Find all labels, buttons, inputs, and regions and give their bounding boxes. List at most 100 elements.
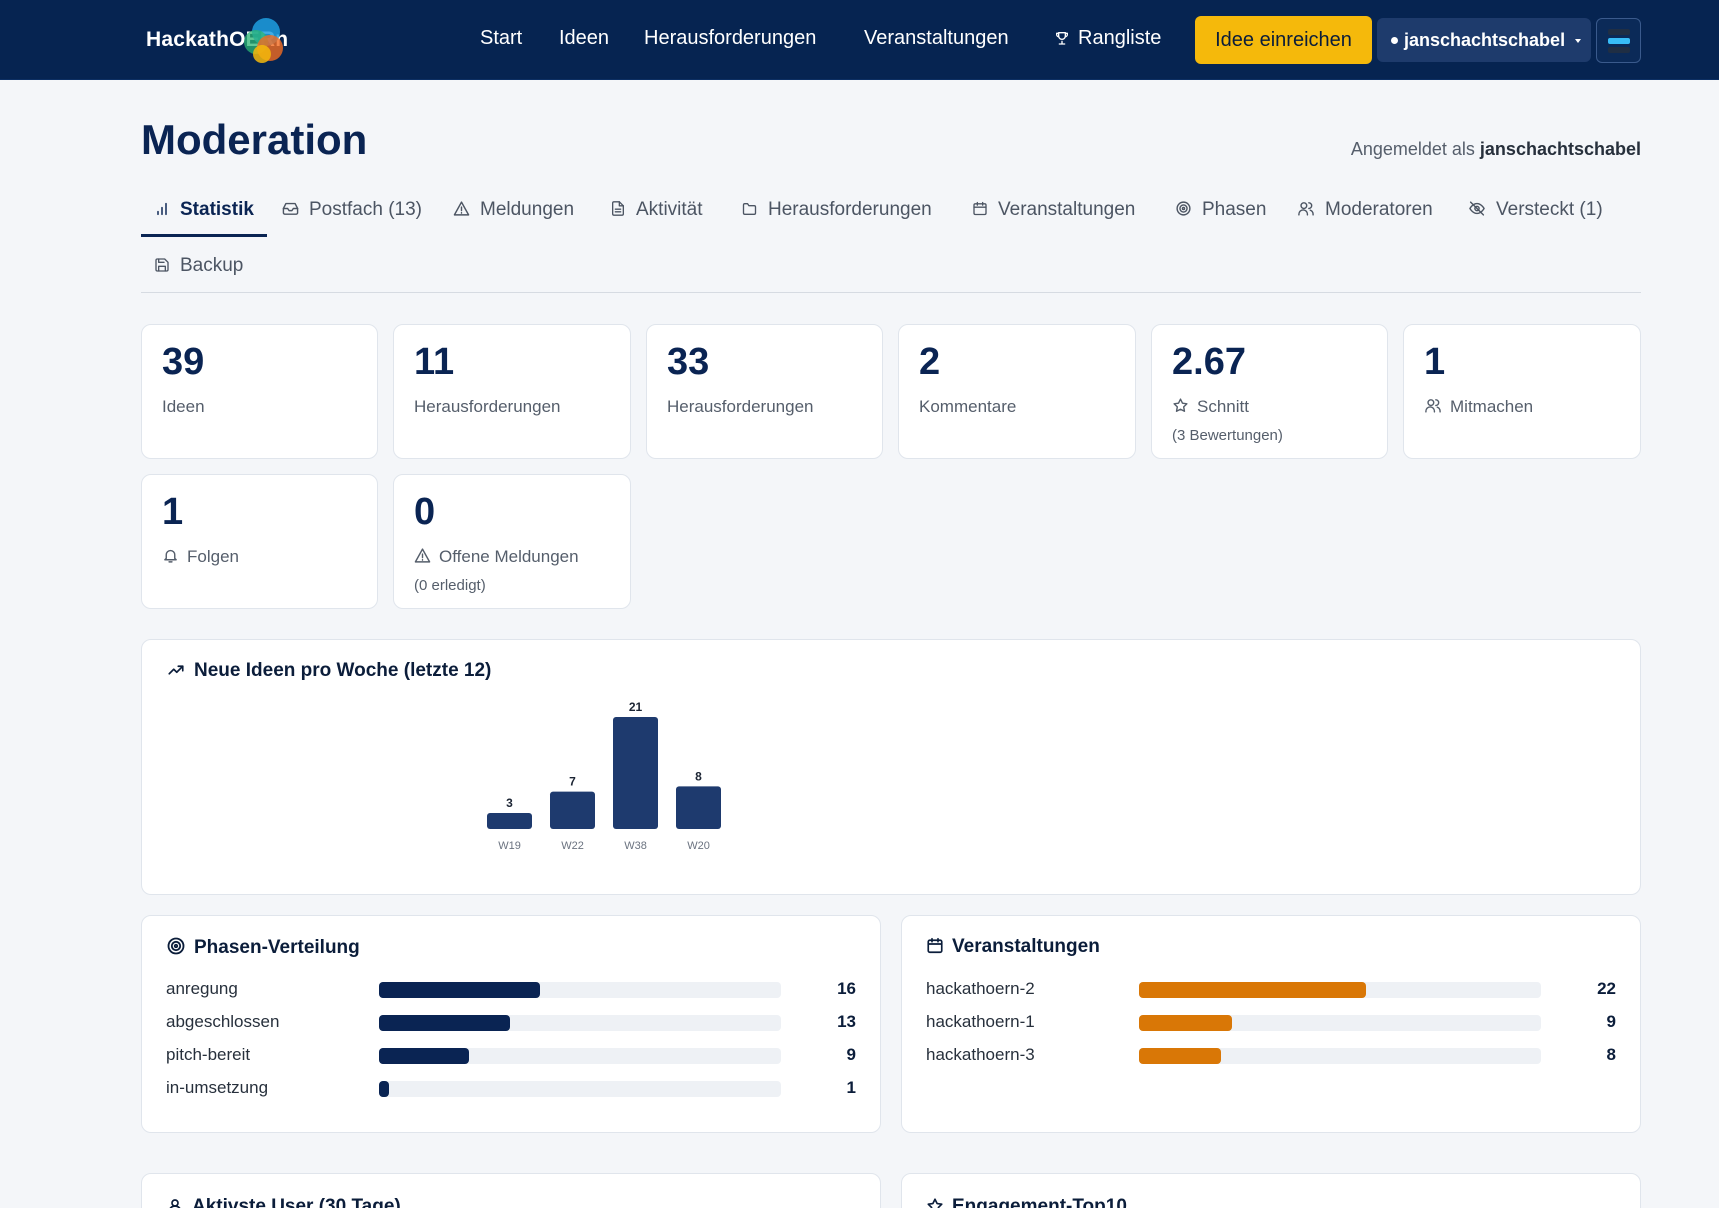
nav-ideen[interactable]: Ideen bbox=[559, 27, 610, 49]
phase-row-bar-track bbox=[379, 1081, 781, 1097]
bell-icon bbox=[164, 549, 177, 563]
active-users-title: Aktivste User (30 Tage) bbox=[166, 1196, 401, 1208]
events-distribution-card: Veranstaltungen hackathoern-2 22 hackathoe… bbox=[901, 915, 1641, 1133]
weekly-ideas-card: Neue Ideen pro Woche (letzte 12) 3 W19 7 W2… bbox=[141, 639, 1641, 895]
stat-value: 1 bbox=[1424, 341, 1446, 383]
chart-bar bbox=[676, 786, 721, 829]
stat-label: Mitmachen bbox=[1424, 397, 1533, 417]
chart-category-label: W38 bbox=[624, 840, 647, 852]
tab-moderatoren[interactable]: Moderatoren bbox=[1297, 199, 1433, 221]
theme-toggle-button[interactable] bbox=[1596, 18, 1641, 63]
stat-label: Herausforderungen bbox=[667, 397, 814, 416]
stat-card-schnitt: 2.67 Schnitt (3 Bewertungen) bbox=[1151, 324, 1388, 459]
stat-label: Ideen bbox=[162, 397, 205, 416]
trophy-icon bbox=[1056, 31, 1068, 45]
tab-meldungen[interactable]: Meldungen bbox=[453, 199, 574, 221]
warning-icon bbox=[453, 201, 470, 216]
tab-herausforderungen[interactable]: Herausforderungen bbox=[741, 199, 932, 221]
event-row-count: 8 bbox=[1606, 1045, 1616, 1064]
phase-row-count: 1 bbox=[846, 1078, 856, 1097]
stat-value: 2 bbox=[919, 341, 941, 383]
stat-card-herausforderungen-1: 11 Herausforderungen bbox=[393, 324, 631, 459]
event-row-bar-track bbox=[1139, 982, 1541, 998]
nav-start[interactable]: Start bbox=[480, 27, 523, 49]
stat-value: 33 bbox=[667, 341, 710, 383]
inbox-icon bbox=[282, 202, 299, 215]
star-icon bbox=[927, 1198, 943, 1208]
phases-title-text: Phasen-Verteilung bbox=[194, 937, 360, 958]
tab-backup[interactable]: Backup bbox=[154, 255, 243, 277]
chart-value-label: 21 bbox=[629, 700, 643, 714]
tab-phasen[interactable]: Phasen bbox=[1175, 199, 1266, 221]
active-users-card: Aktivste User (30 Tage) bbox=[141, 1173, 881, 1208]
stat-label-text: Schnitt bbox=[1197, 397, 1249, 416]
stat-card-kommentare: 2 Kommentare bbox=[898, 324, 1136, 459]
calendar-icon bbox=[973, 201, 987, 216]
phase-row-label: abgeschlossen bbox=[166, 1012, 280, 1031]
stat-label: Folgen bbox=[162, 547, 239, 567]
event-row-bar-track bbox=[1139, 1048, 1541, 1064]
tab-versteckt[interactable]: Versteckt (1) bbox=[1468, 199, 1603, 221]
tab-herausforderungen-label: Herausforderungen bbox=[768, 199, 932, 220]
tab-veranstaltungen[interactable]: Veranstaltungen bbox=[972, 199, 1135, 221]
online-dot-icon bbox=[1391, 37, 1398, 44]
tab-moderatoren-label: Moderatoren bbox=[1325, 199, 1433, 220]
tab-postfach[interactable]: Postfach (13) bbox=[282, 199, 422, 221]
phase-row-bar-track bbox=[379, 1048, 781, 1064]
chart-category-label: W20 bbox=[687, 840, 710, 852]
bar-chart-icon bbox=[157, 202, 167, 216]
event-row-label: hackathoern-3 bbox=[926, 1045, 1035, 1064]
logo-blob-icon bbox=[244, 18, 283, 63]
warning-icon bbox=[414, 548, 431, 563]
stat-sub: (3 Bewertungen) bbox=[1172, 427, 1283, 444]
tab-postfach-label: Postfach (13) bbox=[309, 199, 422, 220]
stat-value: 2.67 bbox=[1172, 341, 1246, 383]
stat-value: 39 bbox=[162, 341, 205, 383]
event-row-count: 22 bbox=[1597, 979, 1616, 998]
event-row-label: hackathoern-2 bbox=[926, 979, 1035, 998]
theme-stripe-mid bbox=[1608, 38, 1630, 44]
phase-row-count: 16 bbox=[837, 979, 856, 998]
phase-row-label: in-umsetzung bbox=[166, 1078, 269, 1097]
nav-veranstaltungen[interactable]: Veranstaltungen bbox=[864, 27, 1009, 49]
phase-row-bar-track bbox=[379, 1015, 781, 1031]
phase-row-bar-fill bbox=[379, 1015, 510, 1031]
trending-up-icon bbox=[168, 665, 184, 675]
submit-idea-button[interactable]: Idee einreichen bbox=[1195, 16, 1372, 64]
stat-value: 0 bbox=[414, 491, 436, 533]
hackathoern-logo[interactable]: HackathOERn bbox=[146, 14, 296, 66]
stat-card-ideen: 39 Ideen bbox=[141, 324, 378, 459]
chart-category-label: W19 bbox=[498, 840, 521, 852]
eye-off-icon bbox=[1469, 201, 1485, 216]
stat-card-offene-meldungen: 0 Offene Meldungen (0 erledigt) bbox=[393, 474, 631, 609]
nav-herausforderungen[interactable]: Herausforderungen bbox=[644, 27, 817, 49]
nav-rangliste[interactable]: Rangliste bbox=[1054, 27, 1161, 50]
users-icon bbox=[1425, 399, 1441, 413]
stat-value: 1 bbox=[162, 491, 184, 533]
theme-stripe-top bbox=[1608, 29, 1630, 35]
tab-aktivitaet[interactable]: Aktivität bbox=[610, 199, 703, 221]
phase-row-count: 13 bbox=[837, 1012, 856, 1031]
active-users-title-text: Aktivste User (30 Tage) bbox=[192, 1196, 401, 1208]
stat-card-mitmachen: 1 Mitmachen bbox=[1403, 324, 1641, 459]
chart-value-label: 7 bbox=[569, 775, 576, 789]
event-row-bar-fill bbox=[1139, 982, 1366, 998]
user-menu-button[interactable]: janschachtschabel bbox=[1377, 18, 1591, 62]
user-name: janschachtschabel bbox=[1404, 30, 1566, 50]
target-icon bbox=[1176, 201, 1191, 216]
phase-row-bar-fill bbox=[379, 1081, 390, 1097]
chart-bar bbox=[550, 791, 595, 829]
phases-title: Phasen-Verteilung bbox=[166, 936, 360, 959]
user-icon bbox=[169, 1199, 181, 1208]
stat-label: Offene Meldungen bbox=[414, 547, 579, 567]
phases-distribution-card: Phasen-Verteilung anregung 16 abgeschlosse… bbox=[141, 915, 881, 1133]
document-icon bbox=[612, 201, 624, 216]
tab-statistik-label: Statistik bbox=[180, 199, 254, 220]
tab-aktivitaet-label: Aktivität bbox=[636, 199, 703, 220]
stat-label: Herausforderungen bbox=[414, 397, 561, 416]
tab-statistik[interactable]: Statistik bbox=[154, 199, 254, 221]
tabs-divider bbox=[141, 292, 1641, 293]
chart-bar bbox=[613, 717, 658, 829]
event-row-count: 9 bbox=[1606, 1012, 1616, 1031]
event-row-label: hackathoern-1 bbox=[926, 1012, 1035, 1031]
